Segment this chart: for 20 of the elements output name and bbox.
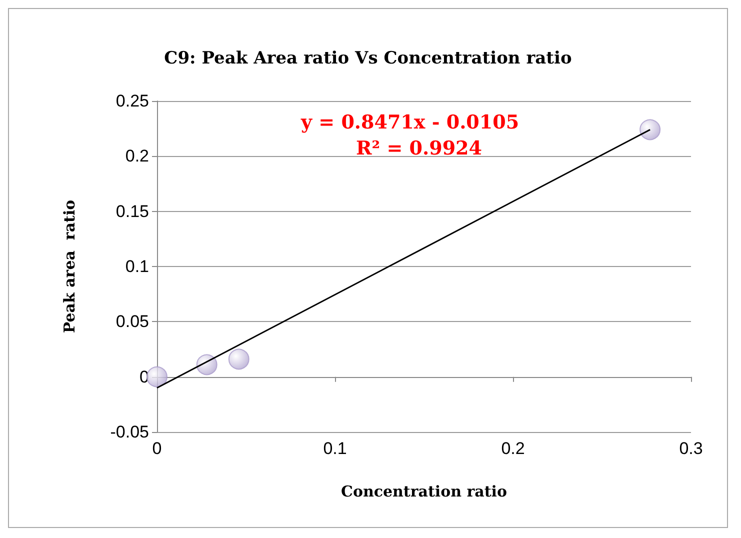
x-tick-label: 0.1	[323, 439, 347, 458]
point	[146, 366, 168, 388]
chart-title: C9: Peak Area ratio Vs Concentration ratio	[164, 48, 572, 68]
y-tick-label: 0.05	[116, 312, 149, 332]
y-tick-label: 0.2	[125, 146, 149, 166]
x-axis-title: Concentration ratio	[341, 482, 507, 500]
y-tick-label: 0.1	[125, 257, 149, 276]
point	[640, 119, 661, 140]
x-tick-label: 0.3	[679, 439, 703, 458]
y-tick-label: -0.05	[110, 422, 149, 442]
y-tick-label: 0	[140, 367, 149, 386]
y-tick-label: 0.15	[116, 202, 149, 221]
point	[228, 348, 250, 370]
y-tick-label: 0.25	[116, 92, 149, 110]
point	[196, 354, 218, 376]
annotation: y = 0.8471x - 0.0105	[300, 112, 520, 134]
x-tick-label: 0	[152, 439, 162, 458]
y-axis-title: Peak area ratio	[60, 200, 78, 334]
annotation: R² = 0.9924	[356, 138, 482, 160]
x-tick-label: 0.2	[501, 439, 525, 458]
